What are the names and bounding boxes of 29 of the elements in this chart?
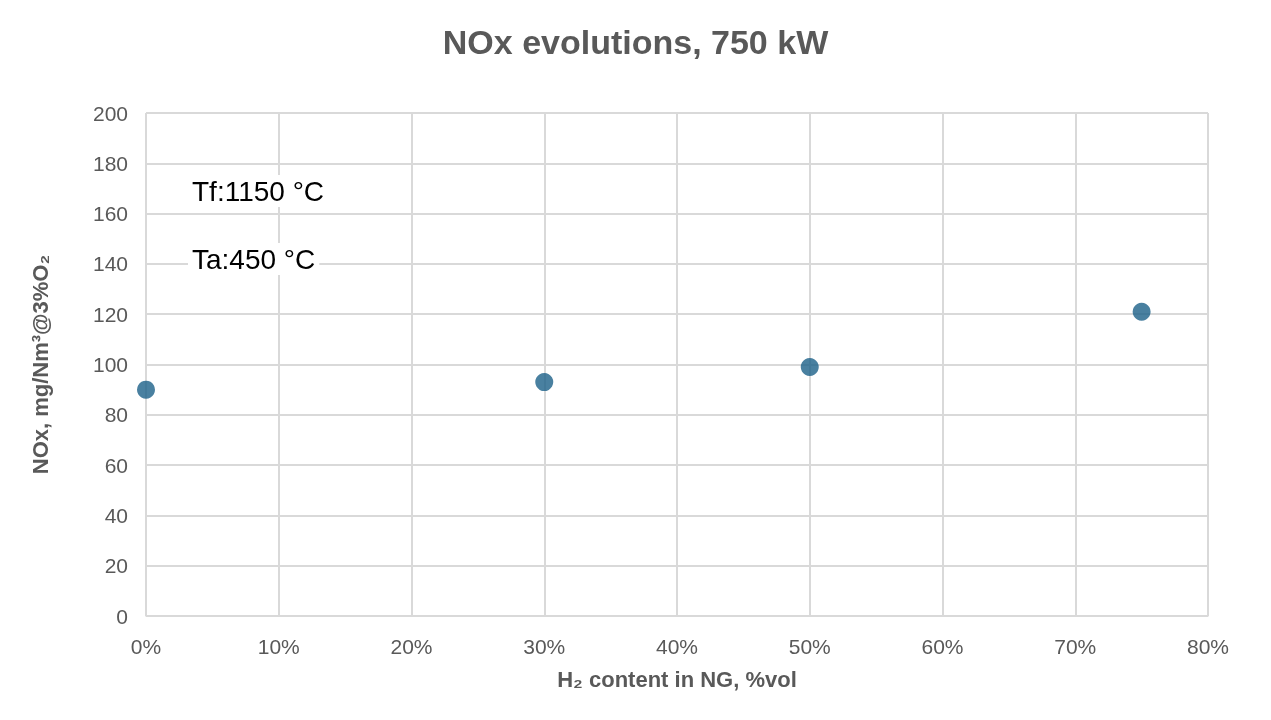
y-tick-label: 0 — [116, 604, 128, 628]
x-tick-label: 0% — [130, 635, 162, 658]
y-tick-label: 200 — [92, 101, 128, 125]
point — [800, 358, 819, 377]
y-tick-label: 140 — [92, 252, 128, 276]
y-tick-label: 60 — [104, 453, 128, 477]
y-tick-label: 80 — [104, 403, 128, 427]
x-tick-label: 70% — [1054, 635, 1097, 658]
point — [137, 380, 155, 399]
x-tick-label: 40% — [655, 635, 699, 658]
chart-title: NOx evolutions, 750 kW — [442, 23, 830, 61]
point — [535, 373, 554, 392]
y-tick-label: 100 — [92, 353, 128, 376]
x-tick-label: 10% — [257, 635, 300, 658]
y-axis-title: NOx, mg/Nm³@3%O₂ — [27, 254, 53, 475]
x-tick-label: 80% — [1186, 635, 1230, 658]
annotation: Tf:1150 °C — [192, 175, 325, 207]
y-tick-label: 160 — [92, 202, 128, 226]
x-tick-label: 50% — [788, 635, 831, 658]
y-tick-label: 120 — [92, 302, 128, 326]
x-tick-label: 60% — [921, 635, 964, 658]
y-tick-label: 20 — [104, 554, 128, 578]
annotation: Ta:450 °C — [192, 243, 316, 275]
point — [1132, 302, 1151, 321]
y-tick-label: 40 — [104, 503, 128, 527]
x-tick-label: 30% — [523, 635, 566, 658]
x-axis-title: H₂ content in NG, %vol — [557, 666, 797, 692]
x-tick-label: 20% — [390, 635, 433, 658]
y-tick-label: 180 — [92, 151, 128, 175]
